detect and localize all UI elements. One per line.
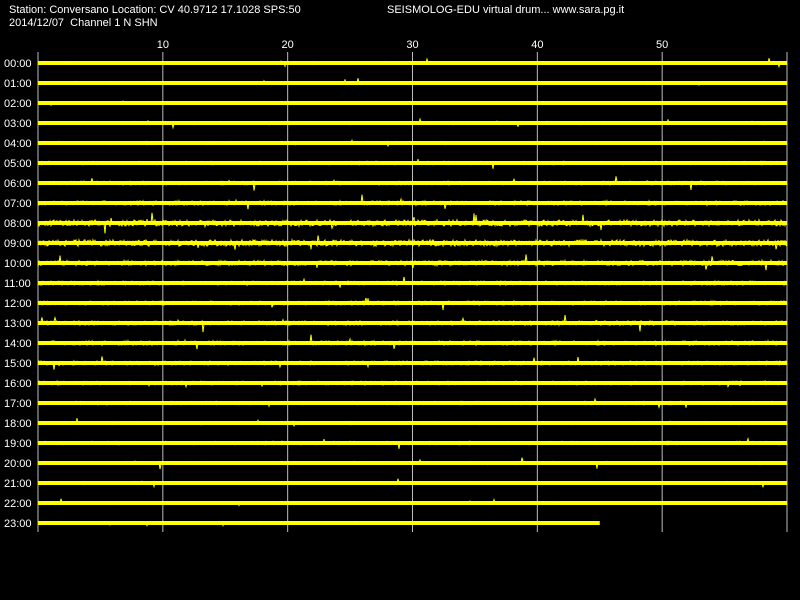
trace-layer: [37, 57, 788, 528]
row-label: 00:00: [4, 58, 32, 70]
row-label: 16:00: [4, 378, 32, 390]
row-label: 19:00: [4, 438, 32, 450]
grid-layer: [37, 52, 788, 532]
x-tick-label: 40: [531, 39, 543, 51]
row-label: 23:00: [4, 518, 32, 530]
row-label: 11:00: [4, 278, 31, 290]
row-label: 14:00: [4, 338, 32, 350]
row-label: 18:00: [4, 418, 32, 430]
row-label: 06:00: [4, 178, 32, 190]
row-label: 10:00: [4, 258, 32, 270]
row-label: 07:00: [4, 198, 32, 210]
row-label: 21:00: [4, 478, 32, 490]
label-layer: 10 20 30 40 50 00:00 01:00 02:00 03:00 04:00 05:00…: [4, 39, 668, 530]
row-label: 17:00: [4, 398, 32, 410]
x-tick-label: 10: [157, 39, 169, 51]
x-tick-label: 30: [406, 39, 418, 51]
row-label: 13:00: [4, 318, 32, 330]
row-label: 09:00: [4, 238, 32, 250]
row-label: 04:00: [4, 138, 32, 150]
row-label: 05:00: [4, 158, 32, 170]
drum-title: SEISMOLOG-EDU virtual drum... www.sara.p…: [387, 4, 625, 16]
row-label: 01:00: [4, 78, 32, 90]
station-info: Station: Conversano Location: CV 40.9712…: [9, 4, 301, 16]
row-label: 15:00: [4, 358, 32, 370]
x-tick-label: 50: [656, 39, 668, 51]
row-label: 22:00: [4, 498, 32, 510]
x-tick-label: 20: [282, 39, 294, 51]
row-label: 20:00: [4, 458, 32, 470]
row-label: 12:00: [4, 298, 32, 310]
date-channel-info: 2014/12/07 Channel 1 N SHN: [9, 17, 158, 29]
row-label: 02:00: [4, 98, 32, 110]
row-label: 08:00: [4, 218, 32, 230]
row-label: 03:00: [4, 118, 32, 130]
